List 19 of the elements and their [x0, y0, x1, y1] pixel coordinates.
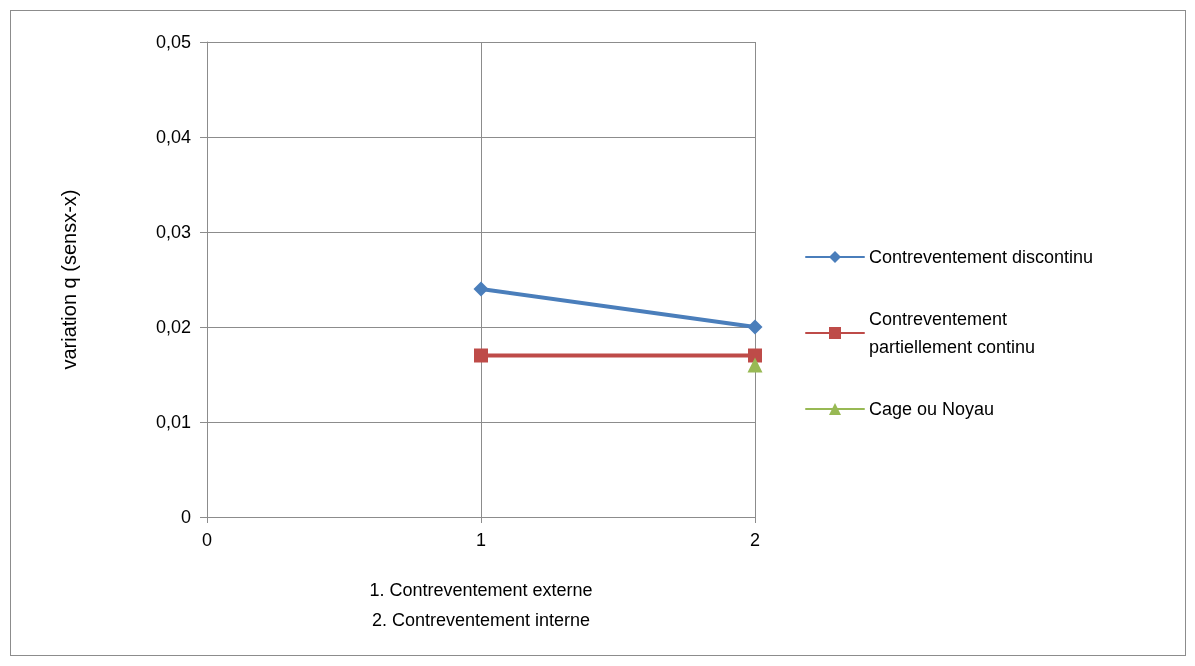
- y-axis-title: variation q (sensx-x): [58, 189, 80, 370]
- y-tick-label: 0,01: [155, 412, 191, 432]
- point: [473, 281, 489, 297]
- point: [747, 357, 763, 373]
- y-tick-label: 0,04: [155, 127, 191, 147]
- legend-label: Contreventement discontinu: [869, 247, 1094, 267]
- legend-label: Contreventement partiellement continu: [869, 309, 1036, 357]
- x-axis-title: 1. Contreventement externe 2. Contreventement interne: [369, 580, 593, 630]
- x-tick-label: 0: [201, 530, 213, 550]
- y-tick-label: 0,03: [155, 222, 191, 242]
- y-tick-label: 0: [180, 507, 191, 527]
- point: [747, 319, 763, 335]
- point: [748, 348, 762, 363]
- x-tick-label: 1: [475, 530, 487, 550]
- y-tick-label: 0,02: [155, 317, 191, 337]
- legend-label: Cage ou Noyau: [869, 399, 995, 419]
- x-tick-label: 2: [749, 530, 761, 550]
- point: [474, 348, 488, 363]
- y-tick-label: 0,05: [155, 32, 191, 52]
